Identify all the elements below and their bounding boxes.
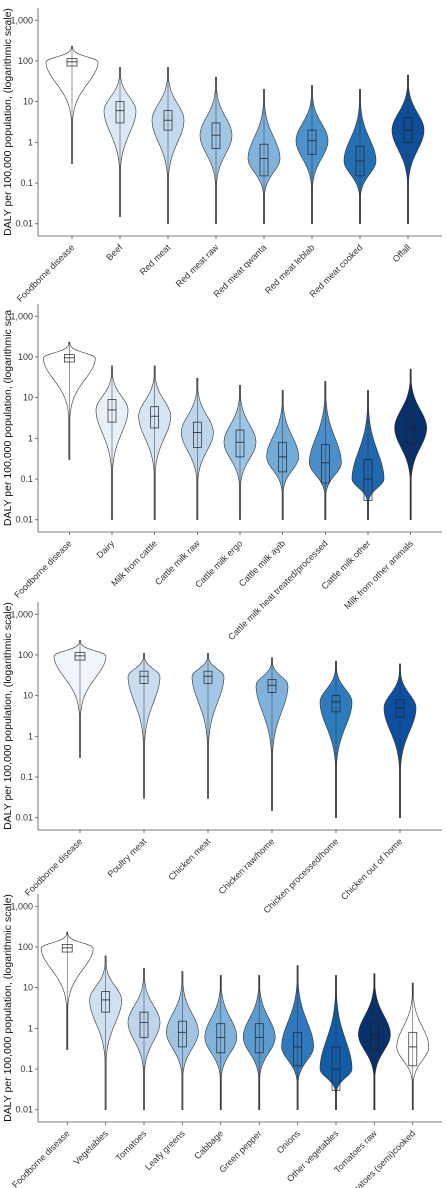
category-label: Leafy greens xyxy=(143,1128,187,1172)
category-label: Foodborne disease xyxy=(15,242,77,304)
box-iqr xyxy=(192,421,202,448)
y-tick-label: 100 xyxy=(18,650,33,660)
category-label: Chicken processed/home xyxy=(262,836,341,915)
box-iqr xyxy=(101,991,110,1013)
y-tick-label: 1,000 xyxy=(10,609,33,619)
y-tick-label: 10 xyxy=(23,983,33,993)
box-iqr xyxy=(61,944,73,953)
category-label: Offall xyxy=(391,242,413,264)
box-iqr xyxy=(320,444,330,484)
box-iqr xyxy=(363,459,373,501)
box-iqr xyxy=(150,406,160,429)
box-iqr xyxy=(107,399,117,423)
y-tick-label: 0.01 xyxy=(15,1105,33,1115)
category-label: Chicken raw/home xyxy=(217,836,277,896)
category-label: Foodborne disease xyxy=(12,538,74,600)
category-label: Chicken out of home xyxy=(339,836,404,901)
y-tick-label: 0.01 xyxy=(15,219,33,229)
box-iqr xyxy=(66,58,78,67)
y-tick-label: 100 xyxy=(18,56,33,66)
category-label: Red meat leblab xyxy=(263,242,316,295)
category-label: Poultry meat xyxy=(106,836,149,879)
box-iqr xyxy=(178,1020,187,1048)
y-tick-label: 1 xyxy=(28,731,33,741)
y-axis-label: DALY per 100,000 population, (logarithmi… xyxy=(2,8,14,236)
category-label: Foodborne disease xyxy=(23,836,85,898)
box-iqr xyxy=(370,1022,379,1050)
category-label: Beef xyxy=(104,242,125,263)
y-tick-label: 0.01 xyxy=(15,515,33,525)
box-iqr xyxy=(139,1011,149,1038)
y-tick-label: 0.1 xyxy=(20,772,33,782)
category-label: Red meat raw xyxy=(174,242,221,289)
box-iqr xyxy=(216,1023,226,1054)
y-tick-label: 10 xyxy=(23,97,33,107)
box-iqr xyxy=(406,418,416,446)
y-axis-label: DALY per 100,000 population, (logarithmi… xyxy=(2,602,14,830)
box-iqr xyxy=(259,143,269,177)
category-label: Chicken meat xyxy=(166,836,212,882)
box-iqr xyxy=(408,1031,418,1067)
box-iqr xyxy=(203,670,213,684)
category-label: Red meat qwanta xyxy=(211,242,268,299)
category-label: Onions xyxy=(275,1128,303,1156)
category-label: Cabbage xyxy=(192,1128,225,1161)
box-iqr xyxy=(139,670,149,684)
box-iqr xyxy=(74,652,86,661)
box-iqr xyxy=(211,122,221,150)
y-tick-label: 1,000 xyxy=(10,311,33,321)
category-label: Tomatoes xyxy=(114,1128,149,1163)
y-tick-label: 10 xyxy=(23,691,33,701)
box-iqr xyxy=(267,679,277,693)
box-iqr xyxy=(293,1031,302,1067)
y-tick-label: 1,000 xyxy=(10,15,33,25)
box-iqr xyxy=(63,354,75,363)
box-iqr xyxy=(254,1023,264,1054)
category-label: Milk from cattle xyxy=(109,538,159,588)
box-iqr xyxy=(307,129,317,155)
box-iqr xyxy=(331,695,341,713)
category-label: Foodborne disease xyxy=(10,1128,72,1188)
category-label: Dairy xyxy=(94,538,116,560)
y-tick-label: 0.01 xyxy=(15,813,33,823)
y-axis-label: DALY per 100,000 population, (logarithmi… xyxy=(2,894,14,1122)
y-tick-label: 1 xyxy=(28,433,33,443)
category-label: Milk from other animals xyxy=(342,538,415,611)
y-tick-label: 0.1 xyxy=(20,178,33,188)
y-tick-label: 1 xyxy=(28,1023,33,1033)
y-tick-label: 10 xyxy=(23,393,33,403)
y-tick-label: 1 xyxy=(28,137,33,147)
box-iqr xyxy=(235,429,245,458)
y-axis-label: DALY per 100,000 population, (logarithmi… xyxy=(2,310,14,526)
box-iqr xyxy=(115,101,125,124)
category-label: Red meat xyxy=(138,242,173,277)
category-label: Red meat cooked xyxy=(307,242,364,299)
y-tick-label: 100 xyxy=(18,352,33,362)
y-tick-label: 0.1 xyxy=(20,1064,33,1074)
box-iqr xyxy=(331,1046,341,1091)
category-label: Vegetables xyxy=(71,1128,110,1167)
y-tick-label: 1,000 xyxy=(10,901,33,911)
y-tick-label: 100 xyxy=(18,942,33,952)
y-tick-label: 0.1 xyxy=(20,474,33,484)
